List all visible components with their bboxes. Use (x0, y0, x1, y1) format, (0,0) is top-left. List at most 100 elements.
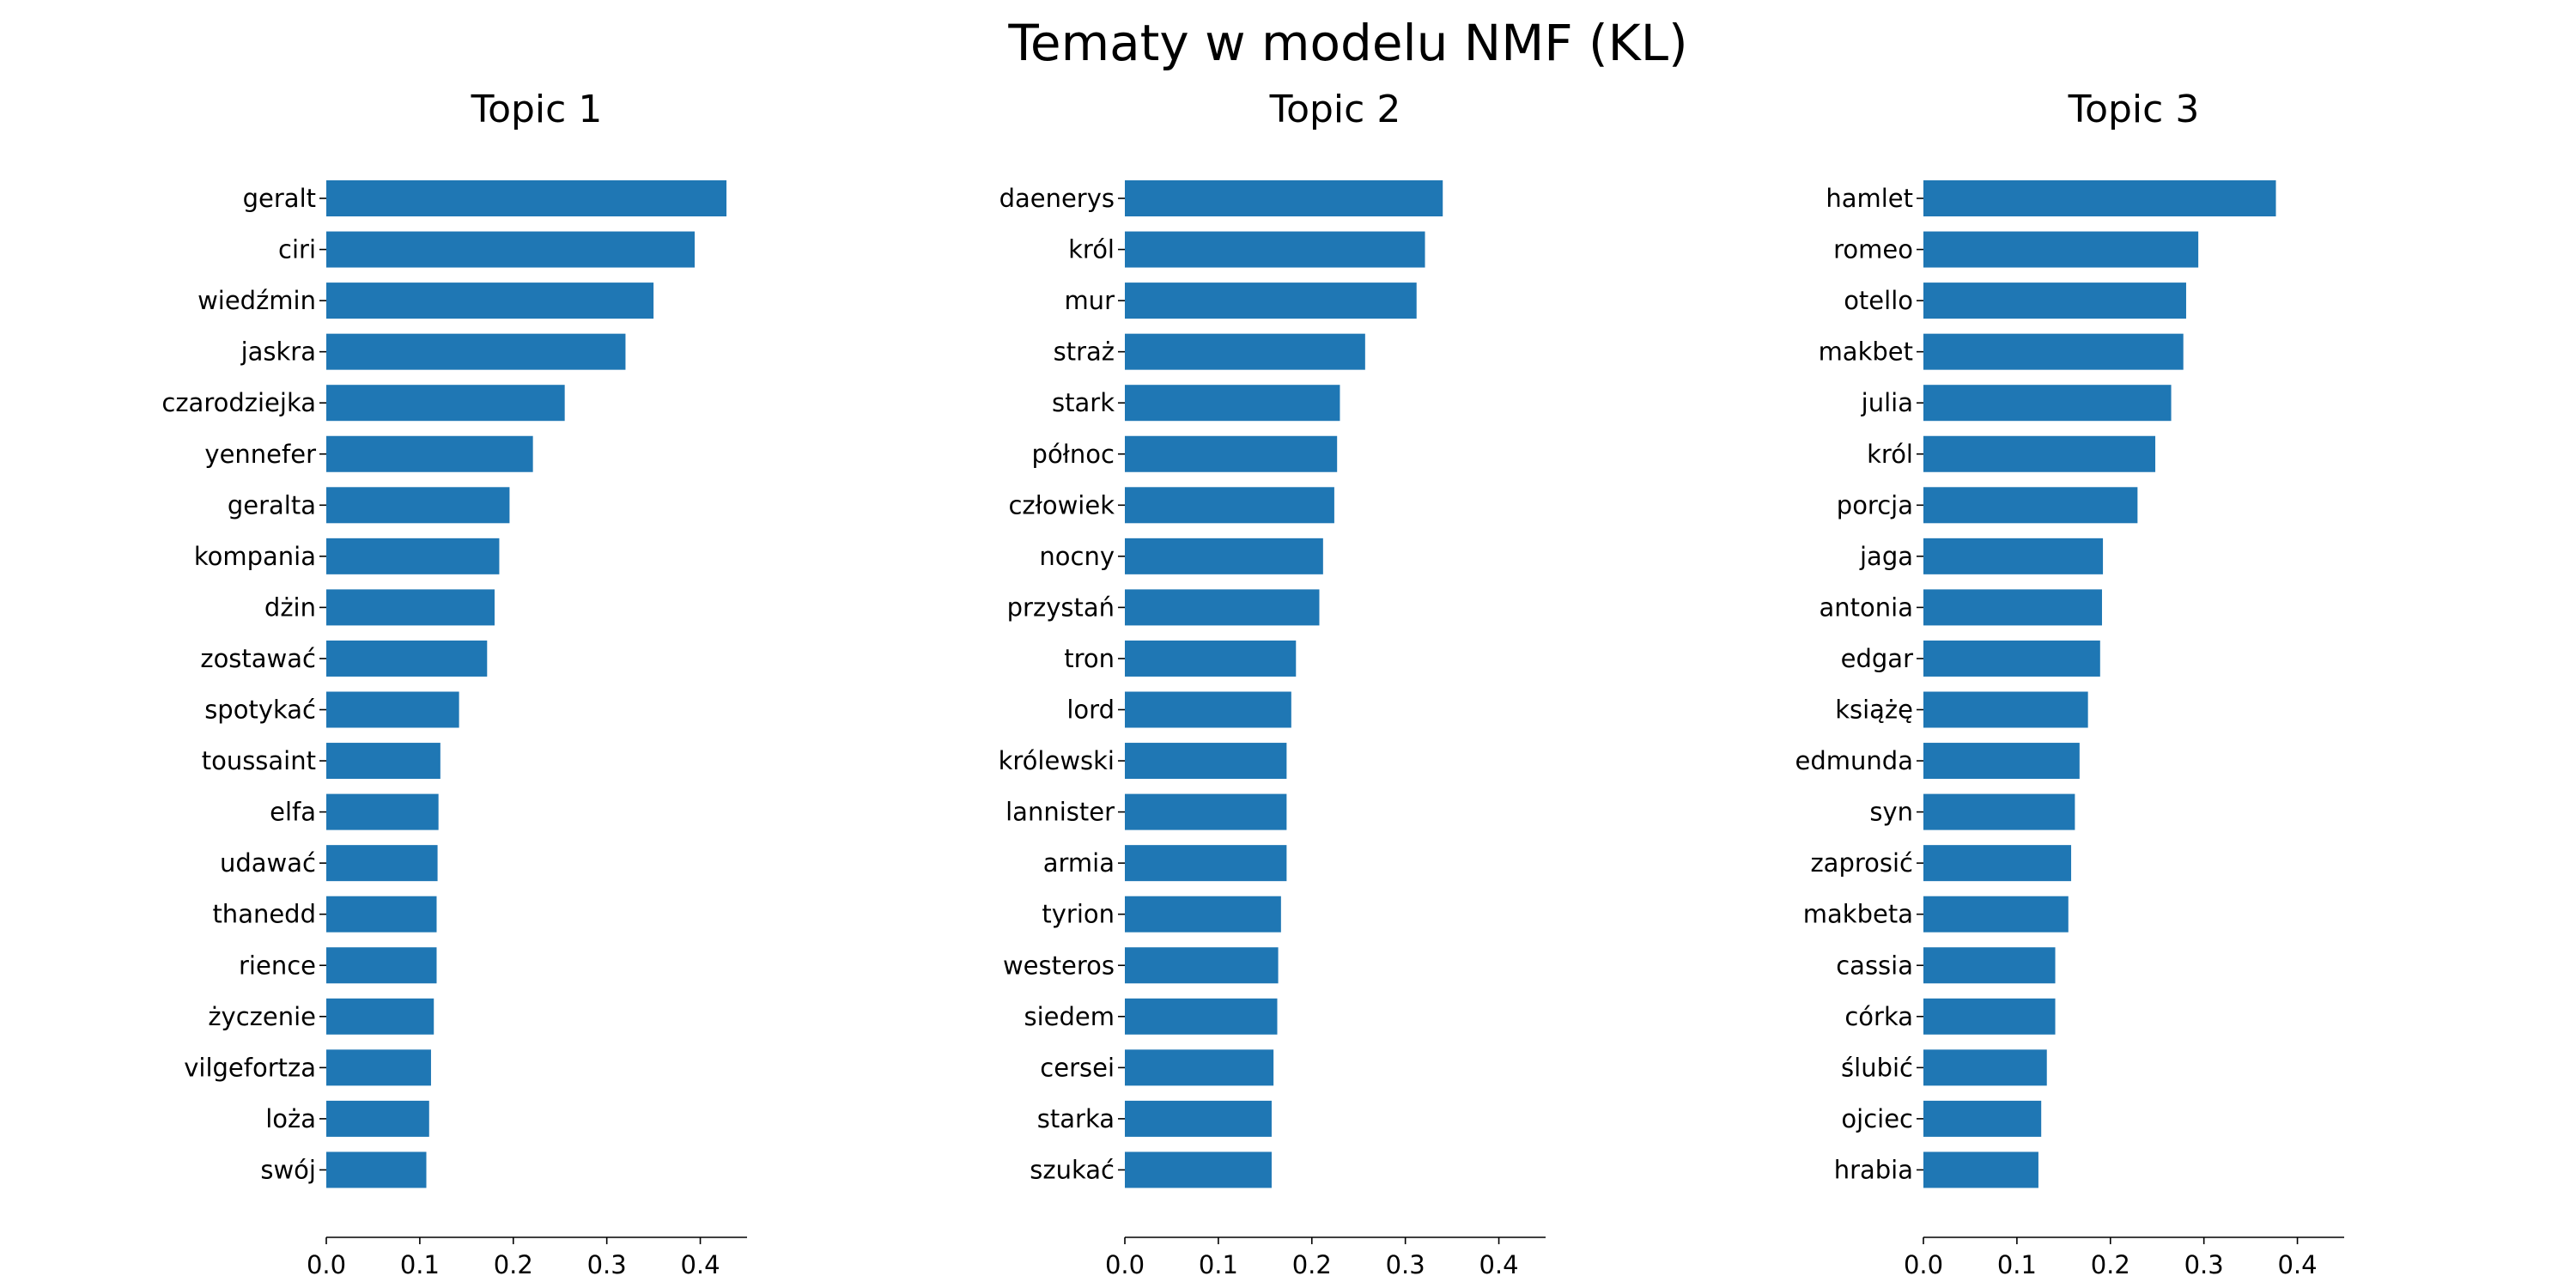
y-tick-label: królewski (999, 746, 1115, 775)
bar (1125, 1100, 1272, 1137)
y-tick-label: thanedd (212, 900, 316, 929)
y-tick-label: północ (1032, 440, 1115, 469)
bar (326, 1100, 429, 1137)
y-tick-label: straż (1054, 337, 1115, 367)
x-tick-label: 0.4 (2277, 1250, 2317, 1279)
y-tick-label: westeros (1003, 951, 1115, 980)
y-tick-label: życzenie (208, 1002, 316, 1031)
x-tick-label: 0.0 (1105, 1250, 1145, 1279)
bar (1923, 333, 2184, 370)
y-tick-label: jaga (1859, 542, 1913, 571)
bar (1125, 231, 1425, 268)
bar (326, 947, 437, 984)
x-tick-label: 0.3 (1386, 1250, 1425, 1279)
topic-panel-1: Topic 1 geralt ciri wiedźmin jaskra czarodzie… (161, 88, 747, 1279)
bar (1923, 538, 2104, 574)
y-tick-label: rience (239, 951, 316, 980)
x-tick-label: 0.2 (2091, 1250, 2130, 1279)
bar (1923, 435, 2156, 472)
bar (1125, 691, 1291, 728)
panel-title: Topic 3 (2068, 88, 2200, 131)
y-tick-label: loża (265, 1104, 316, 1133)
y-tick-label: tyrion (1042, 900, 1115, 929)
bar (1125, 998, 1278, 1035)
bar (1125, 743, 1287, 780)
x-tick-label: 0.2 (1292, 1250, 1332, 1279)
y-tick-label: kompania (194, 542, 316, 571)
y-tick-label: człowiek (1008, 490, 1115, 519)
y-tick-label: edgar (1841, 644, 1913, 673)
y-tick-label: zaprosić (1810, 848, 1913, 878)
y-tick-label: starka (1037, 1104, 1115, 1133)
y-tick-label: przystań (1007, 592, 1115, 622)
y-tick-label: spotykać (204, 696, 316, 725)
x-tick-label: 0.3 (2184, 1250, 2224, 1279)
bar (1125, 283, 1417, 319)
y-tick-label: geralta (228, 490, 316, 519)
y-tick-label: toussaint (202, 746, 316, 775)
y-tick-label: dżin (264, 592, 316, 622)
y-tick-label: armia (1043, 848, 1115, 878)
x-tick-label: 0.1 (1997, 1250, 2037, 1279)
bar (1125, 1151, 1272, 1188)
bar (1125, 180, 1443, 216)
bar (1125, 640, 1297, 677)
x-tick-label: 0.1 (400, 1250, 440, 1279)
bar (1125, 1049, 1274, 1086)
y-tick-label: córka (1844, 1002, 1913, 1031)
bar (326, 385, 565, 422)
y-tick-label: ciri (278, 235, 316, 264)
y-tick-label: czarodziejka (161, 388, 316, 417)
bar (1923, 691, 2088, 728)
bar (1923, 283, 2186, 319)
y-tick-label: król (1068, 235, 1115, 264)
bar (326, 487, 510, 524)
y-tick-label: szukać (1030, 1155, 1115, 1184)
figure-title: Tematy w modelu NMF (KL) (1007, 14, 1687, 72)
bar (1125, 896, 1281, 933)
bar (1923, 385, 2172, 422)
y-tick-label: makbeta (1803, 900, 1913, 929)
bar (1125, 947, 1279, 984)
y-tick-label: tron (1064, 644, 1115, 673)
bar (326, 538, 500, 574)
bar (326, 333, 626, 370)
bar (1923, 1100, 2042, 1137)
y-tick-label: yennefer (204, 440, 316, 469)
bar (1125, 793, 1287, 830)
topic-panel-2: Topic 2 daenerys król mur straż stark północ cz… (999, 88, 1546, 1279)
x-tick-label: 0.4 (1479, 1250, 1518, 1279)
y-tick-label: edmunda (1795, 746, 1913, 775)
bar (1923, 896, 2069, 933)
bar (1125, 845, 1287, 882)
y-tick-label: stark (1052, 388, 1115, 417)
x-tick-label: 0.4 (680, 1250, 720, 1279)
bar (1923, 947, 2056, 984)
y-tick-label: hamlet (1826, 184, 1913, 213)
y-tick-label: makbet (1819, 337, 1913, 367)
y-tick-label: antonia (1820, 592, 1913, 622)
y-tick-label: lord (1066, 696, 1115, 725)
y-tick-label: jaskra (240, 337, 316, 367)
y-tick-label: swój (260, 1155, 316, 1184)
bar (1923, 845, 2072, 882)
bar (326, 640, 488, 677)
bar (326, 435, 533, 472)
y-tick-label: romeo (1833, 235, 1913, 264)
y-tick-label: siedem (1024, 1002, 1115, 1031)
bar (1923, 180, 2276, 216)
bar (1125, 589, 1320, 626)
bar (326, 845, 438, 882)
y-tick-label: cersei (1040, 1053, 1115, 1082)
y-tick-label: vilgefortza (184, 1053, 316, 1082)
bar (1923, 487, 2138, 524)
y-tick-label: porcja (1837, 490, 1913, 519)
panel-title: Topic 1 (471, 88, 603, 131)
bar (326, 998, 434, 1035)
x-tick-label: 0.1 (1199, 1250, 1238, 1279)
topic-panel-3: Topic 3 hamlet romeo otello makbet julia król p… (1795, 88, 2344, 1279)
y-tick-label: ojciec (1841, 1104, 1913, 1133)
x-tick-label: 0.3 (587, 1250, 627, 1279)
bar (326, 896, 437, 933)
